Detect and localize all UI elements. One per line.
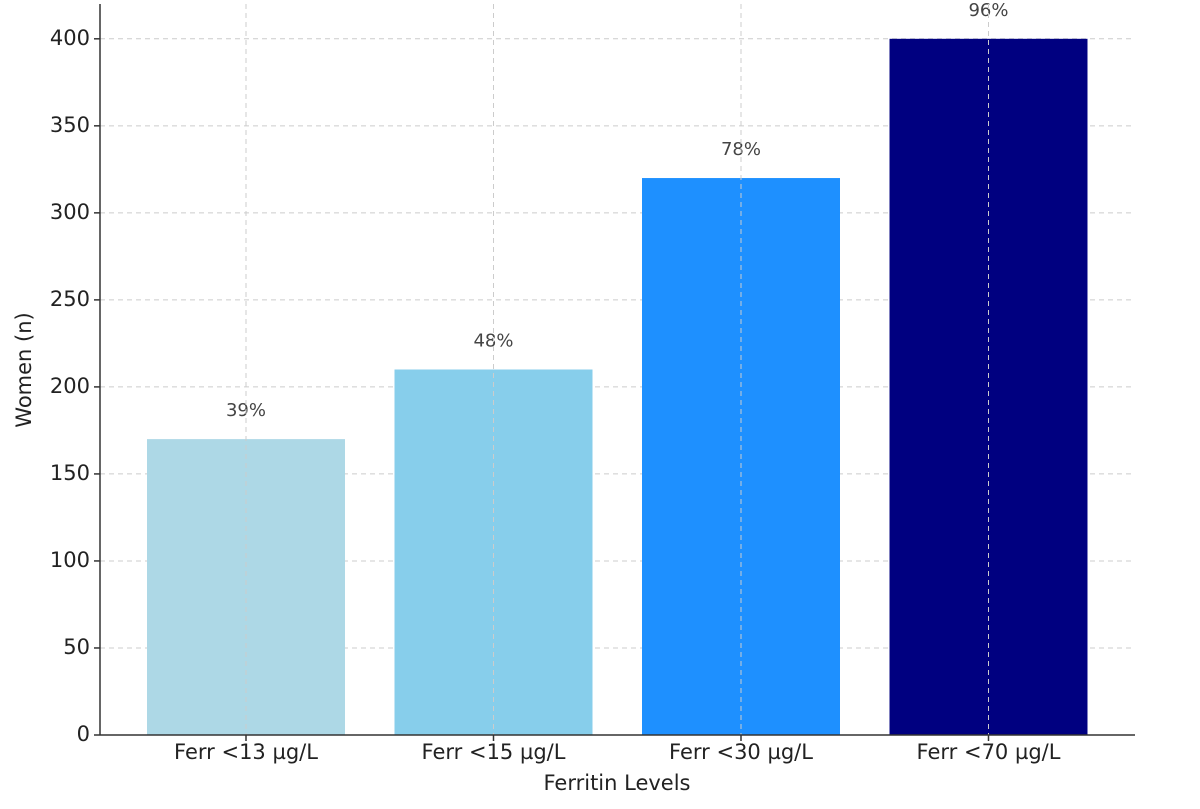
y-tick-label: 250 bbox=[50, 287, 90, 311]
y-tick-label: 150 bbox=[50, 461, 90, 485]
bar bbox=[147, 439, 345, 735]
x-tick-label: Ferr <70 µg/L bbox=[917, 740, 1061, 764]
y-tick-label: 350 bbox=[50, 113, 90, 137]
y-tick-label: 50 bbox=[63, 635, 90, 659]
x-tick-label: Ferr <13 µg/L bbox=[174, 740, 318, 764]
y-tick-label: 100 bbox=[50, 548, 90, 572]
y-tick-label: 400 bbox=[50, 26, 90, 50]
y-tick-label: 200 bbox=[50, 374, 90, 398]
y-tick-label: 300 bbox=[50, 200, 90, 224]
x-tick-label: Ferr <30 µg/L bbox=[669, 740, 813, 764]
value-label: 96% bbox=[968, 0, 1008, 21]
x-tick-label: Ferr <15 µg/L bbox=[422, 740, 566, 764]
y-axis-label: Women (n) bbox=[12, 312, 36, 427]
x-axis-label: Ferritin Levels bbox=[543, 771, 690, 795]
y-tick-label: 0 bbox=[77, 722, 90, 746]
